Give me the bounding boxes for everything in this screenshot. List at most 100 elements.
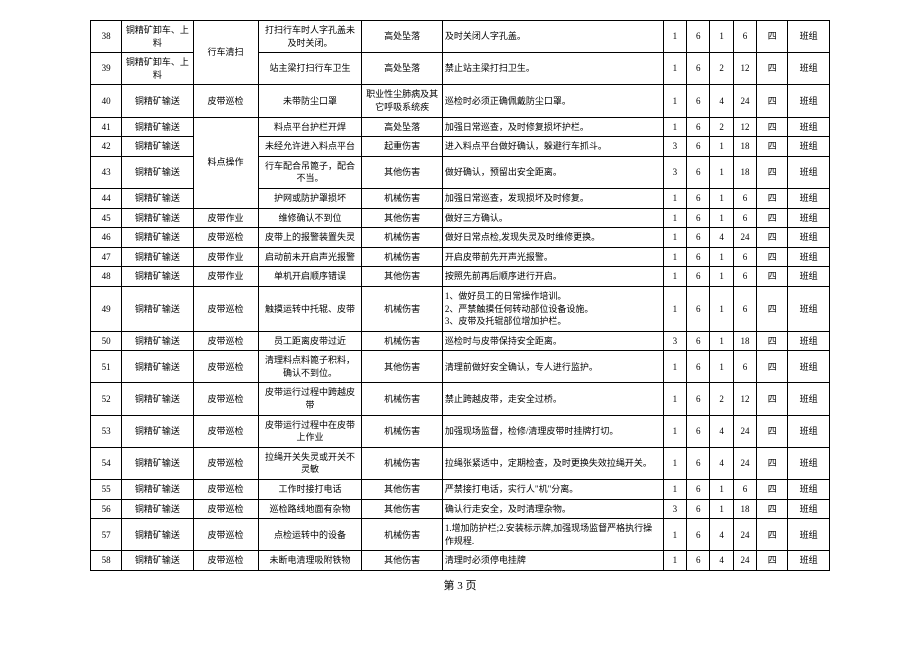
cell-measure: 巡检时必须正确佩戴防尘口罩。 xyxy=(442,85,663,117)
cell-level: 四 xyxy=(757,480,788,500)
cell-group: 班组 xyxy=(788,85,830,117)
cell-level: 四 xyxy=(757,85,788,117)
cell-n4: 18 xyxy=(733,499,756,519)
cell-detail: 触摸运转中托辊、皮带 xyxy=(258,286,362,331)
cell-n4: 6 xyxy=(733,188,756,208)
cell-n2: 6 xyxy=(687,21,710,53)
cell-detail: 站主梁打扫行车卫生 xyxy=(258,53,362,85)
table-row: 57铜精矿输送皮带巡检点检运转中的设备机械伤害1.增加防护栏;2.安装标示牌,加… xyxy=(91,519,830,551)
table-row: 53铜精矿输送皮带巡检皮带运行过程中在皮带上作业机械伤害加强现场监督，检修/清理… xyxy=(91,415,830,447)
cell-group: 班组 xyxy=(788,228,830,248)
cell-n2: 6 xyxy=(687,137,710,157)
cell-task: 铜精矿输送 xyxy=(122,228,193,248)
cell-operation: 皮带作业 xyxy=(193,267,258,287)
cell-measure: 开启皮带前先开声光报警。 xyxy=(442,247,663,267)
cell-level: 四 xyxy=(757,415,788,447)
cell-n3: 4 xyxy=(710,519,733,551)
cell-n1: 3 xyxy=(663,156,686,188)
cell-n2: 6 xyxy=(687,208,710,228)
cell-task: 铜精矿输送 xyxy=(122,137,193,157)
cell-measure: 及时关闭人字孔盖。 xyxy=(442,21,663,53)
cell-n1: 1 xyxy=(663,480,686,500)
cell-detail: 员工距离皮带过近 xyxy=(258,331,362,351)
cell-operation: 皮带巡检 xyxy=(193,286,258,331)
cell-level: 四 xyxy=(757,53,788,85)
cell-hazard: 其他伤害 xyxy=(362,208,443,228)
cell-n1: 3 xyxy=(663,499,686,519)
cell-level: 四 xyxy=(757,286,788,331)
cell-group: 班组 xyxy=(788,519,830,551)
cell-detail: 皮带运行过程中在皮带上作业 xyxy=(258,415,362,447)
cell-detail: 未经允许进入料点平台 xyxy=(258,137,362,157)
cell-n1: 1 xyxy=(663,383,686,415)
cell-measure: 加强现场监督，检修/清理皮带时挂牌打切。 xyxy=(442,415,663,447)
cell-index: 38 xyxy=(91,21,122,53)
cell-task: 铜精矿卸车、上料 xyxy=(122,21,193,53)
cell-group: 班组 xyxy=(788,415,830,447)
cell-n2: 6 xyxy=(687,447,710,479)
cell-n3: 1 xyxy=(710,137,733,157)
cell-n4: 6 xyxy=(733,351,756,383)
cell-operation: 皮带巡检 xyxy=(193,228,258,248)
table-row: 38铜精矿卸车、上料行车清扫打扫行车时人字孔盖未及时关闭。高处坠落及时关闭人字孔… xyxy=(91,21,830,53)
cell-detail: 护网或防护罩损坏 xyxy=(258,188,362,208)
cell-task: 铜精矿输送 xyxy=(122,208,193,228)
cell-index: 57 xyxy=(91,519,122,551)
cell-operation: 皮带巡检 xyxy=(193,351,258,383)
cell-n4: 6 xyxy=(733,247,756,267)
cell-n4: 12 xyxy=(733,117,756,137)
cell-task: 铜精矿输送 xyxy=(122,447,193,479)
cell-n1: 1 xyxy=(663,188,686,208)
cell-n2: 6 xyxy=(687,267,710,287)
cell-index: 46 xyxy=(91,228,122,248)
cell-hazard: 机械伤害 xyxy=(362,447,443,479)
cell-n2: 6 xyxy=(687,286,710,331)
cell-group: 班组 xyxy=(788,480,830,500)
cell-n3: 1 xyxy=(710,351,733,383)
cell-n1: 1 xyxy=(663,53,686,85)
cell-detail: 未带防尘口罩 xyxy=(258,85,362,117)
cell-level: 四 xyxy=(757,351,788,383)
cell-detail: 打扫行车时人字孔盖未及时关闭。 xyxy=(258,21,362,53)
cell-hazard: 机械伤害 xyxy=(362,228,443,248)
table-row: 40铜精矿输送皮带巡检未带防尘口罩职业性尘肺病及其它呼吸系统疾巡检时必须正确佩戴… xyxy=(91,85,830,117)
table-row: 54铜精矿输送皮带巡检拉绳开关失灵或开关不灵敏机械伤害拉绳张紧适中，定期检查，及… xyxy=(91,447,830,479)
cell-n3: 1 xyxy=(710,208,733,228)
cell-task: 铜精矿输送 xyxy=(122,156,193,188)
cell-n1: 1 xyxy=(663,208,686,228)
cell-group: 班组 xyxy=(788,21,830,53)
cell-level: 四 xyxy=(757,519,788,551)
cell-task: 铜精矿输送 xyxy=(122,247,193,267)
cell-n1: 1 xyxy=(663,117,686,137)
cell-operation: 皮带巡检 xyxy=(193,383,258,415)
cell-index: 56 xyxy=(91,499,122,519)
cell-index: 45 xyxy=(91,208,122,228)
cell-measure: 清理前做好安全确认，专人进行监护。 xyxy=(442,351,663,383)
cell-detail: 工作时接打电话 xyxy=(258,480,362,500)
cell-level: 四 xyxy=(757,247,788,267)
cell-index: 58 xyxy=(91,551,122,571)
cell-level: 四 xyxy=(757,267,788,287)
table-row: 46铜精矿输送皮带巡检皮带上的报警装置失灵机械伤害做好日常点检,发现失灵及时维修… xyxy=(91,228,830,248)
cell-level: 四 xyxy=(757,137,788,157)
cell-group: 班组 xyxy=(788,208,830,228)
cell-task: 铜精矿输送 xyxy=(122,286,193,331)
cell-n2: 6 xyxy=(687,156,710,188)
cell-operation: 皮带巡检 xyxy=(193,447,258,479)
cell-group: 班组 xyxy=(788,331,830,351)
cell-task: 铜精矿输送 xyxy=(122,267,193,287)
cell-n1: 3 xyxy=(663,137,686,157)
cell-n2: 6 xyxy=(687,85,710,117)
cell-n4: 18 xyxy=(733,137,756,157)
table-row: 49铜精矿输送皮带巡检触摸运转中托辊、皮带机械伤害1、做好员工的日常操作培训。2… xyxy=(91,286,830,331)
cell-index: 47 xyxy=(91,247,122,267)
cell-operation: 皮带巡检 xyxy=(193,480,258,500)
cell-n3: 4 xyxy=(710,551,733,571)
cell-n4: 18 xyxy=(733,331,756,351)
cell-hazard: 职业性尘肺病及其它呼吸系统疾 xyxy=(362,85,443,117)
cell-hazard: 高处坠落 xyxy=(362,53,443,85)
cell-measure: 1、做好员工的日常操作培训。2、严禁触摸任何转动部位设备设施。3、皮带及托辊部位… xyxy=(442,286,663,331)
cell-operation: 皮带巡检 xyxy=(193,331,258,351)
table-row: 58铜精矿输送皮带巡检未断电清理吸附铁物其他伤害清理时必须停电挂牌16424四班… xyxy=(91,551,830,571)
cell-detail: 料点平台护栏开焊 xyxy=(258,117,362,137)
